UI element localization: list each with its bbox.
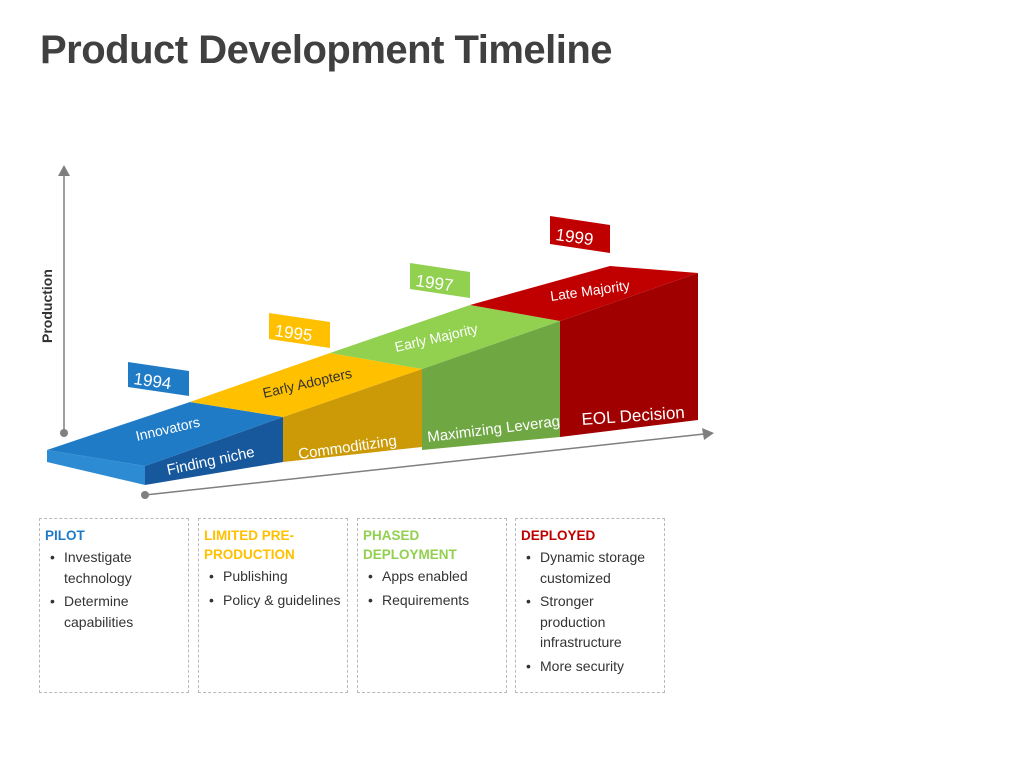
year-flag-1999 [550,216,610,253]
card-title: LIMITED PRE-PRODUCTION [204,528,295,562]
x-axis-arrow [702,428,714,440]
list-item: Dynamic storage customized [521,547,658,588]
card-list: Dynamic storage customized Stronger prod… [521,547,658,676]
year-1994: 1994 [132,369,172,393]
stage-2-front [283,369,422,462]
stage-4-top [470,266,698,321]
card-phased-deployment: PHASED DEPLOYMENT Apps enabled Requireme… [357,518,507,693]
list-item: Determine capabilities [45,591,182,632]
x-axis-origin-dot [141,491,149,499]
stage-late-majority: Late Majority EOL Decision 1999 [470,216,698,437]
stage-1-side [47,450,145,485]
stage-3-front [422,321,560,450]
card-title: DEPLOYED [521,528,596,543]
stage-innovators: Innovators Finding niche 1994 [47,362,283,485]
card-title: PHASED DEPLOYMENT [363,528,457,562]
year-1999: 1999 [554,225,594,249]
card-list: Investigate technology Determine capabil… [45,547,182,632]
axes: Production [39,165,714,499]
list-item: Investigate technology [45,547,182,588]
card-deployed: DEPLOYED Dynamic storage customized Stro… [515,518,665,693]
phase-cards: PILOT Investigate technology Determine c… [39,518,671,696]
year-flag-1995 [269,313,330,348]
list-item: Publishing [204,566,341,587]
y-axis-arrow [58,165,70,176]
card-limited-pre-production: LIMITED PRE-PRODUCTION Publishing Policy… [198,518,348,693]
stage-3-top [330,305,560,369]
list-item: Stronger production infrastructure [521,591,658,653]
stage-2-top [190,353,422,417]
x-axis [144,433,705,496]
stage-early-adopters: Early Adopters Commoditizing 1995 [190,313,422,463]
list-item: Requirements [363,590,500,611]
year-flag-1994 [128,362,189,396]
list-item: Policy & guidelines [204,590,341,611]
stage-1-front [145,417,283,485]
list-item: More security [521,656,658,677]
year-flag-1997 [410,263,470,298]
card-list: Publishing Policy & guidelines [204,566,341,610]
timeline-diagram: Production Innovators Finding niche 1994… [39,165,714,499]
card-title: PILOT [45,528,85,543]
y-axis-label: Production [39,269,55,343]
card-list: Apps enabled Requirements [363,566,500,610]
stage-early-majority: Early Majority Maximizing Leverage 1997 [330,263,569,450]
page-title: Product Development Timeline [40,28,613,72]
card-pilot: PILOT Investigate technology Determine c… [39,518,189,693]
year-1997: 1997 [414,271,454,295]
stage-1-top [47,402,283,466]
list-item: Apps enabled [363,566,500,587]
year-1995: 1995 [273,321,313,345]
stage-4-front [560,273,698,437]
y-axis-origin-dot [60,429,68,437]
